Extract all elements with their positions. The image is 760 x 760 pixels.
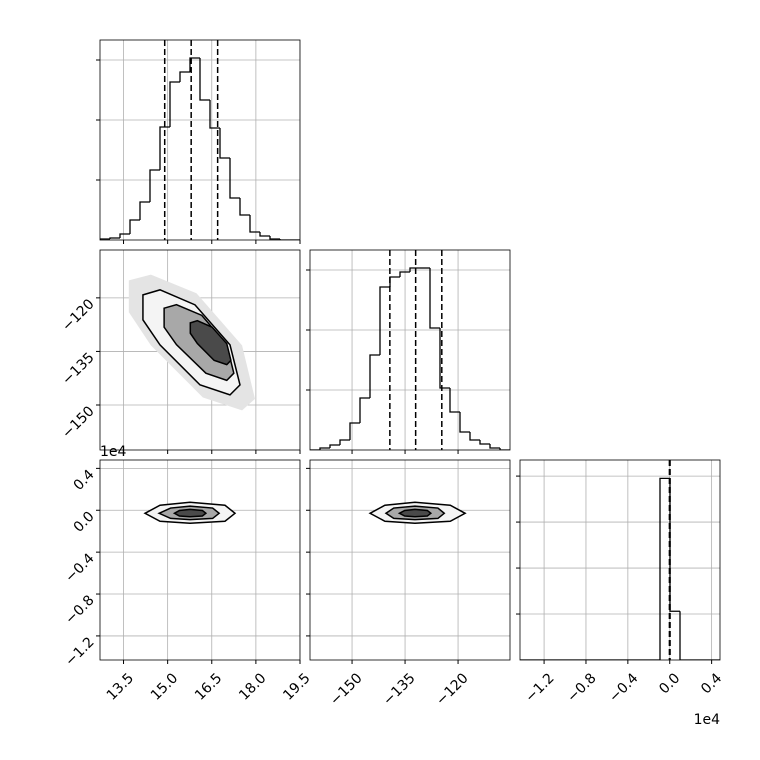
hist-bin (139, 201, 150, 220)
y-tick-label: 0.0 (71, 509, 98, 536)
panel-frame (309, 249, 511, 451)
hist-bin (179, 71, 190, 82)
hist-bin (499, 448, 510, 450)
hist-bin (279, 239, 290, 240)
hist-bin (449, 388, 460, 413)
hist-bin (489, 444, 500, 449)
panel (96, 39, 301, 244)
panel (306, 249, 511, 454)
x-tick-label: 0.4 (698, 670, 725, 697)
y-tick-label: −0.4 (62, 550, 97, 585)
panel-frame (99, 249, 301, 451)
hist-bin (429, 268, 440, 329)
y-tick-label: −0.8 (62, 592, 97, 627)
hist-bin (339, 439, 350, 445)
hist-bin (269, 236, 280, 240)
plot-area (100, 460, 300, 660)
hist-bin (409, 267, 420, 272)
hist-bin (109, 237, 120, 239)
hist-bin (669, 478, 680, 612)
y-offset-label: 1e4 (100, 444, 127, 460)
hist-bin (369, 354, 380, 398)
hist-bin (329, 444, 340, 448)
x-tick-label: −120 (433, 670, 472, 709)
y-tick-label: −135 (59, 350, 98, 389)
hist-bin (229, 158, 240, 199)
panel: 13.5 15.0 16.5 18.0 19.5 −1.2 −0.8 −0.4 0.0 0.41e… (62, 444, 313, 704)
panel: −150 −135 −120 (306, 459, 511, 709)
panel-frame (519, 459, 721, 661)
hist-bin (399, 271, 410, 277)
hist-bin (389, 276, 400, 287)
hist-bin (199, 58, 210, 101)
hist-bin (359, 397, 370, 423)
panel: −1.2 −0.8 −0.4 0.0 0.4 1e4 (516, 459, 725, 728)
plot-area (100, 250, 300, 450)
hist-bin (319, 447, 330, 450)
x-offset-label: 1e4 (694, 712, 721, 728)
panel-frame (99, 39, 301, 241)
contour (189, 319, 232, 366)
hist-bin (149, 169, 160, 202)
contour (397, 508, 433, 518)
plot-area (310, 460, 510, 660)
hist-bin (459, 412, 470, 433)
plot-area (520, 460, 720, 660)
contour (172, 508, 208, 518)
panel-frame (99, 459, 301, 661)
x-tick-label: −0.8 (564, 670, 599, 705)
hist-bin (249, 215, 260, 233)
hist-bin (439, 328, 450, 389)
x-tick-label: 18.0 (236, 670, 269, 703)
x-tick-label: −135 (380, 670, 419, 709)
x-tick-label: −150 (327, 670, 366, 709)
x-tick-label: −0.4 (606, 670, 641, 705)
hist-bin (129, 219, 140, 234)
hist-bin (239, 198, 250, 216)
x-tick-label: 15.0 (148, 670, 181, 703)
hist-bin (479, 440, 490, 445)
panel-frame (309, 459, 511, 661)
hist-bin (189, 57, 200, 72)
x-tick-label: 16.5 (192, 670, 225, 703)
hist-bin (659, 477, 670, 660)
x-tick-label: 19.5 (280, 670, 313, 703)
x-tick-label: 0.0 (656, 670, 683, 697)
hist-bin (219, 128, 230, 159)
panel: −150 −135 −120 (59, 249, 301, 454)
y-tick-label: −150 (59, 403, 98, 442)
hist-bin (100, 238, 110, 240)
hist-bin (349, 422, 360, 440)
hist-bin (259, 232, 270, 237)
plot-area (310, 250, 510, 450)
y-tick-label: −1.2 (62, 634, 97, 669)
y-tick-label: −120 (59, 296, 98, 335)
hist-bin (379, 286, 390, 355)
hist-bin (159, 126, 170, 170)
hist-bin (119, 233, 130, 238)
hist-bin (209, 100, 220, 129)
x-tick-label: 13.5 (104, 670, 137, 703)
y-tick-label: 0.4 (71, 467, 98, 494)
x-tick-label: −1.2 (522, 670, 557, 705)
plot-area (100, 40, 300, 240)
hist-bin (679, 611, 690, 660)
hist-bin (469, 432, 480, 441)
hist-bin (169, 81, 180, 127)
